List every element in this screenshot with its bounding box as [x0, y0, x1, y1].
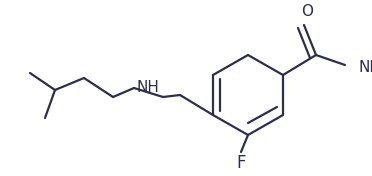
Text: NH₂: NH₂: [358, 59, 372, 74]
Text: O: O: [301, 5, 313, 20]
Text: NH: NH: [137, 80, 160, 95]
Text: F: F: [236, 154, 246, 172]
